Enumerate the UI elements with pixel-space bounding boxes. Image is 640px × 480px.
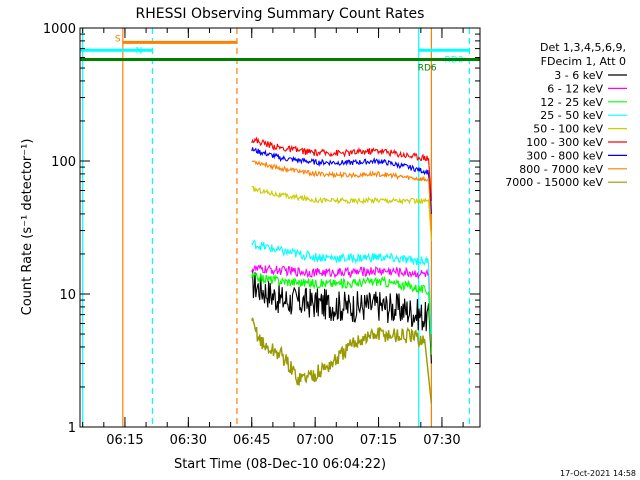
series-line-100-300-kev [251, 136, 432, 202]
flag-label-rd6: RD6 [418, 63, 437, 73]
chart-title: RHESSI Observing Summary Count Rates [136, 6, 425, 22]
legend-label-100-300-kev: 100 - 300 keV [526, 136, 603, 149]
series-line-12-25-kev [251, 272, 432, 355]
y-axis: 1 10 100 1000 [43, 22, 480, 436]
legend-label-12-25-kev: 12 - 25 keV [540, 96, 603, 109]
series-line-3-6-kev [251, 269, 432, 364]
x-tick-label: 06:15 [106, 433, 143, 448]
legend-label-800-7000-kev: 800 - 7000 keV [519, 163, 603, 176]
legend-label-300-800-kev: 300 - 800 keV [526, 149, 603, 162]
legend-header-2: FDecim 1, Att 0 [541, 55, 626, 68]
x-tick-label: 07:00 [296, 433, 333, 448]
y-tick-label: 1000 [43, 22, 76, 37]
x-axis: 06:15 06:30 06:45 07:00 07:15 07:30 [82, 28, 464, 448]
series-line-50-100-kev [251, 185, 432, 242]
legend-label-6-12-kev: 6 - 12 keV [547, 82, 603, 95]
y-tick-label: 100 [51, 155, 76, 170]
y-axis-label: Count Rate (s⁻¹ detector⁻¹) [20, 139, 35, 316]
series-line-800-7000-kev [251, 159, 432, 231]
legend: Det 1,3,4,5,6,9, FDecim 1, Att 0 3 - 6 k… [505, 41, 627, 189]
y-tick-label: 1 [68, 421, 76, 436]
series-line-300-800-kev [251, 147, 432, 214]
x-tick-label: 07:30 [423, 433, 460, 448]
y-tick-label: 10 [59, 288, 76, 303]
legend-label-25-50-kev: 25 - 50 keV [540, 109, 603, 122]
legend-label-50-100-kev: 50 - 100 keV [533, 123, 603, 136]
footer-timestamp: 17-Oct-2021 14:58 [560, 469, 636, 478]
legend-label-7000-15000-kev: 7000 - 15000 keV [505, 176, 603, 189]
x-tick-label: 06:45 [233, 433, 270, 448]
flag-label-n: N [136, 46, 143, 56]
legend-label-3-6-kev: 3 - 6 keV [554, 69, 603, 82]
x-axis-label: Start Time (08-Dec-10 06:04:22) [174, 457, 386, 472]
series-layer [251, 136, 433, 404]
plot-frame [79, 27, 481, 428]
series-line-7000-15000-kev [251, 317, 433, 404]
flag-label-s: S [115, 34, 121, 44]
x-tick-label: 07:15 [360, 433, 397, 448]
legend-header-1: Det 1,3,4,5,6,9, [540, 41, 626, 54]
flag-bars: SNRD0RD6 [80, 34, 480, 73]
x-tick-label: 06:30 [170, 433, 207, 448]
series-line-25-50-kev [251, 239, 432, 335]
series-line-6-12-kev [251, 264, 432, 347]
